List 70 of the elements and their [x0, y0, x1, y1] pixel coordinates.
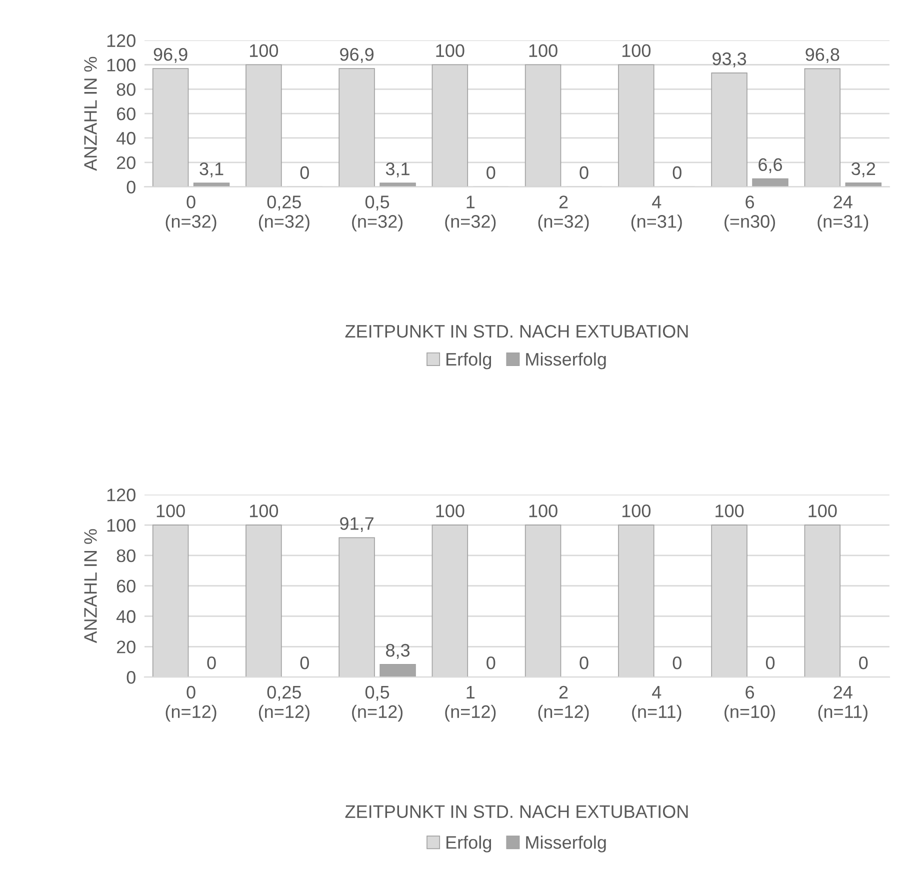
legend-label: Erfolg	[446, 836, 492, 852]
y-tick-label: 20	[116, 156, 136, 170]
data-label: 3,1	[200, 162, 224, 178]
y-axis-title: ANZAHL IN %	[84, 56, 97, 171]
y-tick-label: 80	[116, 549, 136, 562]
data-label: 0	[766, 656, 775, 670]
data-label: 3,1	[386, 162, 410, 178]
y-tick-label: 60	[116, 108, 136, 120]
x-tick-label: 6 (=n30)	[724, 196, 775, 232]
y-tick-label: 0	[126, 180, 136, 194]
data-label: 0	[859, 656, 868, 670]
x-tick-label: 2 (n=32)	[538, 196, 589, 232]
x-tick-label: 24 (n=31)	[818, 196, 868, 232]
data-label: 6,6	[758, 158, 782, 174]
x-tick-label: 1 (n=12)	[445, 686, 496, 722]
x-tick-label: 6 (n=10)	[724, 686, 775, 722]
data-label: 3,2	[852, 162, 876, 178]
y-tick-label: 40	[116, 610, 136, 623]
x-tick-label: 24 (n=11)	[818, 686, 868, 722]
data-label: 0	[580, 656, 588, 670]
data-label: 100	[436, 504, 464, 518]
y-tick-label: 20	[116, 640, 136, 654]
y-tick-label: 100	[107, 58, 136, 72]
legend-label: Misserfolg	[526, 836, 606, 852]
data-label: 100	[808, 504, 837, 518]
legend-label: Erfolg	[446, 352, 492, 370]
y-tick-label: 0	[126, 670, 136, 684]
data-label: 93,3	[712, 52, 746, 68]
y-tick-label: 120	[107, 34, 136, 48]
x-tick-label: 4 (n=11)	[632, 686, 682, 722]
data-label: 96,9	[154, 48, 188, 63]
data-label: 100	[436, 44, 464, 58]
x-tick-label: 0,5 (n=12)	[352, 686, 403, 722]
x-axis-title: ZEITPUNKT IN STD. NACH EXTUBATION	[345, 324, 688, 338]
data-label: 100	[529, 504, 558, 518]
x-tick-label: 1 (n=32)	[445, 196, 496, 232]
data-label: 100	[250, 44, 278, 58]
data-label: 100	[250, 504, 278, 518]
data-label: 0	[672, 166, 682, 180]
x-tick-label: 0 (n=32)	[166, 196, 216, 232]
data-label: 100	[156, 504, 185, 518]
data-label: 0	[207, 656, 216, 670]
data-label: 100	[622, 504, 651, 518]
data-label: 0	[672, 656, 682, 670]
y-axis-title: ANZAHL IN %	[84, 529, 97, 644]
data-label: 100	[716, 504, 744, 518]
y-tick-label: 80	[116, 83, 136, 96]
data-label: 100	[622, 44, 651, 58]
data-label: 100	[529, 44, 558, 58]
data-label: 0	[486, 166, 496, 180]
data-label: 96,8	[806, 48, 840, 64]
x-tick-label: 2 (n=12)	[538, 686, 589, 722]
x-tick-label: 0,25 (n=32)	[258, 196, 310, 232]
y-tick-label: 120	[107, 488, 136, 502]
x-tick-label: 0,25 (n=12)	[258, 686, 310, 722]
data-label: 91,7	[340, 517, 374, 532]
data-label: 0	[580, 166, 588, 180]
x-axis-title: ZEITPUNKT IN STD. NACH EXTUBATION	[345, 805, 688, 818]
data-label: 8,3	[386, 644, 410, 659]
data-label: 96,9	[340, 48, 374, 63]
x-tick-label: 0 (n=12)	[166, 686, 216, 722]
y-tick-label: 60	[116, 580, 136, 593]
y-tick-label: 100	[107, 518, 136, 532]
x-tick-label: 0,5 (n=32)	[352, 196, 403, 232]
data-label: 0	[486, 656, 496, 670]
y-tick-label: 40	[116, 132, 136, 145]
legend-label: Misserfolg	[526, 352, 606, 370]
x-tick-label: 4 (n=31)	[631, 196, 682, 232]
data-label: 0	[300, 656, 309, 670]
data-label: 0	[300, 166, 309, 180]
